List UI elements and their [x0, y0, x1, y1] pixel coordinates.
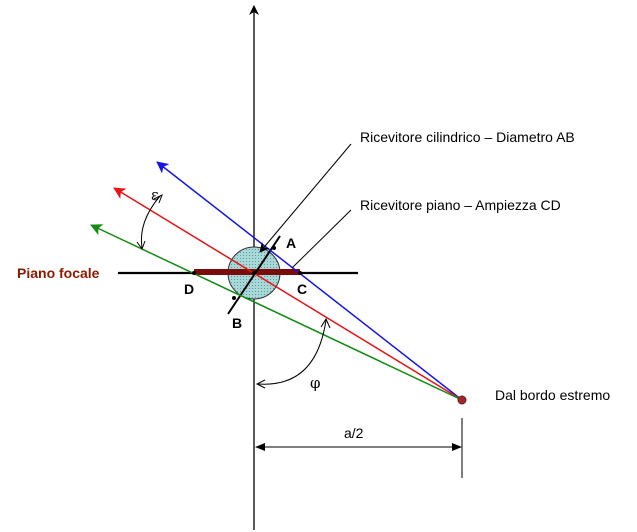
point-d-marker	[192, 271, 196, 275]
point-c-label: C	[297, 281, 307, 297]
dimension-arrow-left	[255, 443, 265, 451]
edge-source-label: Dal bordo estremo	[495, 387, 610, 403]
point-b-marker	[232, 296, 236, 300]
point-d-label: D	[184, 281, 194, 297]
point-a-label: A	[286, 235, 296, 251]
blue-ray	[156, 161, 463, 401]
phi-angle-arc	[257, 319, 327, 385]
point-a-marker	[272, 246, 276, 250]
dimension-arrow-right	[452, 443, 462, 451]
epsilon-arrow-bottom	[136, 240, 146, 251]
epsilon-arrow-top	[153, 193, 163, 204]
receiver-center	[252, 271, 256, 275]
cylindrical-receiver-leader	[259, 143, 352, 253]
phi-label: φ	[310, 374, 321, 392]
red-ray	[113, 187, 463, 401]
flat-receiver-leader	[291, 209, 352, 269]
half-aperture-label: a/2	[344, 425, 364, 441]
phi-arrow-axis	[255, 379, 266, 389]
point-c-marker	[298, 271, 302, 275]
edge-source-point	[457, 395, 467, 405]
epsilon-angle-arc	[140, 195, 161, 249]
flat-receiver-label: Ricevitore piano – Ampiezza CD	[360, 197, 561, 213]
flat-receiver-bar	[194, 269, 300, 275]
green-ray	[90, 224, 463, 401]
cylindrical-receiver-label: Ricevitore cilindrico – Diametro AB	[360, 129, 575, 145]
point-b-label: B	[232, 315, 242, 331]
focal-plane-label: Piano focale	[17, 265, 100, 281]
phi-arrow-ray	[320, 317, 331, 329]
epsilon-label: ε	[151, 186, 159, 204]
